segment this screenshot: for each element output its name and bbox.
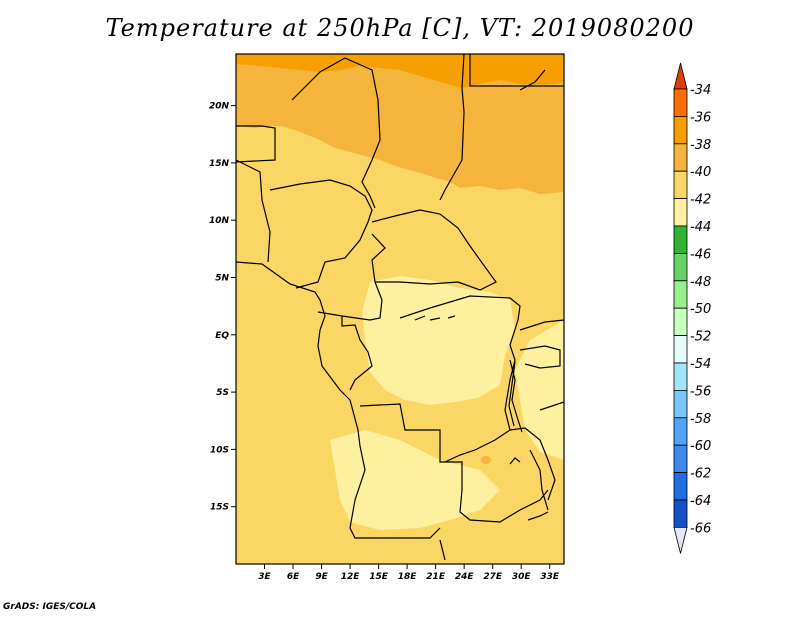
temperature-band-minus38 — [236, 54, 564, 194]
latitude-axis: 20N 15N 10N 5N EQ 5S 10S 15S — [209, 102, 236, 513]
lon-tick-label: 33E — [540, 572, 560, 582]
lon-tick-label: 24E — [455, 572, 475, 582]
lon-tick-label: 30E — [512, 572, 532, 582]
colorbar-segment — [673, 225, 688, 254]
colorbar-bottom-arrow — [673, 527, 688, 554]
temperature-band-minus42-south — [330, 430, 500, 530]
lat-tick-label: 5N — [215, 273, 229, 283]
colorbar-label: -46 — [690, 247, 711, 262]
warm-spot — [481, 456, 491, 464]
lakes-and-coast — [236, 69, 549, 521]
colorbar-segment — [673, 307, 688, 337]
colorbar-segment — [673, 116, 688, 145]
map-plot-area — [236, 54, 564, 564]
lon-tick-label: 18E — [398, 572, 418, 582]
colorbar-segment — [673, 499, 688, 528]
colorbar-label: -44 — [690, 220, 711, 235]
lon-tick-label: 3E — [258, 572, 271, 582]
colorbar-label: -42 — [690, 193, 711, 208]
lon-tick-label: 12E — [341, 572, 361, 582]
temperature-band-minus42-east — [515, 320, 564, 460]
colorbar-top-arrow — [673, 62, 688, 90]
lat-tick-label: 15S — [210, 503, 229, 513]
colorbar-label: -36 — [690, 110, 711, 125]
colorbar-label: -52 — [690, 330, 711, 345]
colorbar-segment — [673, 143, 688, 172]
lon-tick-label: 9E — [315, 572, 328, 582]
lat-tick-label: EQ — [215, 331, 229, 341]
colorbar-segment — [673, 88, 688, 117]
colorbar-label: -38 — [690, 138, 711, 153]
colorbar-label: -48 — [690, 275, 711, 290]
colorbar-segment — [673, 252, 688, 282]
grads-credit: GrADS: IGES/COLA — [3, 602, 97, 612]
colorbar-label: -50 — [690, 302, 711, 317]
colorbar-label: -40 — [690, 165, 711, 180]
colorbar-segment — [673, 280, 688, 309]
temperature-band-minus42-center — [362, 276, 515, 405]
colorbar-segment — [673, 472, 688, 501]
map-frame — [235, 53, 565, 565]
colorbar-label: -34 — [690, 83, 711, 98]
colorbar-segment — [673, 389, 688, 419]
lon-tick-label: 6E — [287, 572, 300, 582]
lon-tick-label: 15E — [369, 572, 389, 582]
colorbar-label: -54 — [690, 357, 711, 372]
longitude-axis: 3E 6E 9E 12E 15E 18E 21E 24E 27E 30E 33E — [258, 564, 560, 582]
colorbar-segment — [673, 198, 688, 227]
country-borders — [236, 54, 564, 561]
colorbar-label: -56 — [690, 384, 711, 399]
colorbar: -34 -36 -38 -40 -42 -44 -46 -48 -50 -52 -54 -56 -58 -… — [673, 62, 711, 554]
colorbar-label: -64 — [690, 494, 711, 509]
lat-tick-label: 5S — [216, 388, 229, 398]
lat-tick-label: 10N — [209, 216, 230, 226]
lat-tick-label: 15N — [209, 159, 230, 169]
colorbar-segment — [673, 444, 688, 474]
colorbar-label: -60 — [690, 439, 711, 454]
lon-tick-label: 21E — [426, 572, 446, 582]
colorbar-label: -58 — [690, 412, 711, 427]
lat-tick-label: 10S — [210, 445, 229, 455]
lat-tick-label: 20N — [209, 102, 230, 112]
colorbar-segment — [673, 335, 688, 364]
colorbar-label: -66 — [690, 521, 711, 536]
colorbar-label: -62 — [690, 467, 711, 482]
colorbar-segment — [673, 417, 688, 446]
chart-title: Temperature at 250hPa [C], VT: 201908020… — [105, 14, 695, 42]
lon-tick-label: 27E — [483, 572, 503, 582]
temperature-band-minus36 — [236, 54, 564, 88]
colorbar-segment — [673, 362, 688, 391]
colorbar-segment — [673, 170, 688, 199]
